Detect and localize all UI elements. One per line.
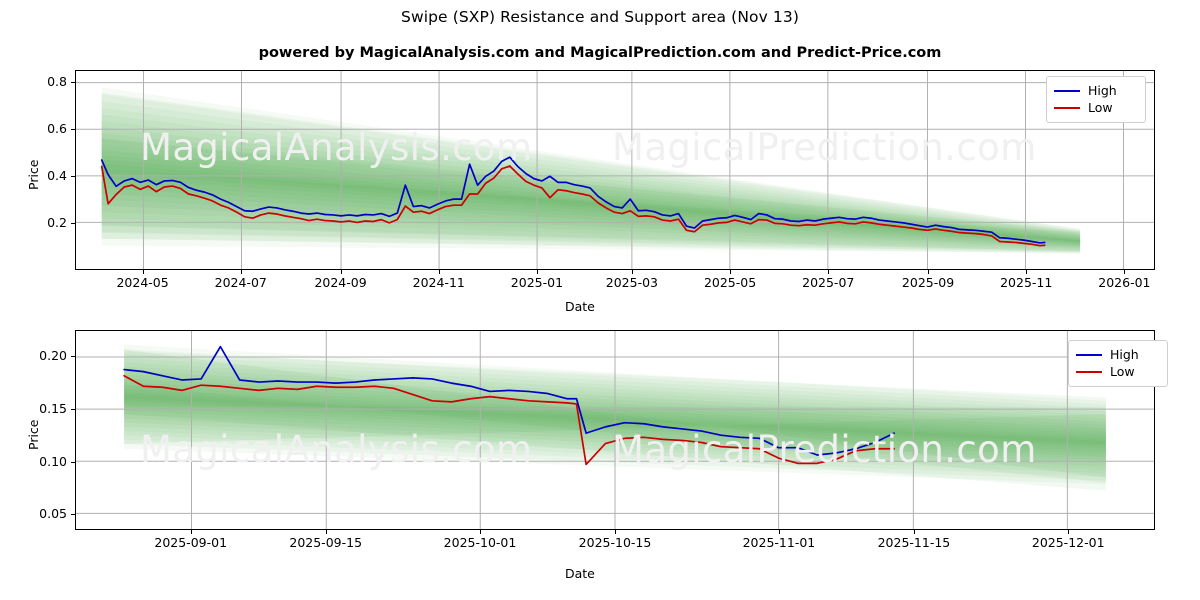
bottom-y-axis-label: Price xyxy=(26,419,41,451)
legend-row-high: High xyxy=(1054,82,1136,99)
y-tick-mark xyxy=(71,175,75,177)
x-tick-mark xyxy=(631,270,633,274)
x-tick-label: 2024-05 xyxy=(116,275,169,290)
series-line-low xyxy=(102,166,1045,246)
x-tick-mark xyxy=(730,270,732,274)
legend-row-high: High xyxy=(1076,346,1158,363)
top-chart-panel xyxy=(75,70,1155,270)
legend-label-high: High xyxy=(1110,347,1139,362)
y-tick-mark xyxy=(71,356,75,358)
x-tick-label: 2025-01 xyxy=(510,275,564,290)
x-tick-label: 2026-01 xyxy=(1098,275,1151,290)
x-tick-label: 2025-09 xyxy=(901,275,955,290)
bottom-x-axis-label: Date xyxy=(565,566,595,581)
page-title: Swipe (SXP) Resistance and Support area … xyxy=(401,8,799,26)
y-tick-mark xyxy=(71,81,75,83)
support-resistance-bands xyxy=(101,87,1081,254)
y-tick-label: 0.6 xyxy=(47,120,67,136)
x-tick-mark xyxy=(1026,270,1028,274)
y-tick-mark xyxy=(71,128,75,130)
x-tick-label: 2025-09-15 xyxy=(289,535,363,550)
x-tick-mark xyxy=(913,530,915,534)
x-tick-mark xyxy=(778,530,780,534)
legend-label-low: Low xyxy=(1088,100,1113,115)
x-tick-label: 2025-07 xyxy=(802,275,855,290)
x-tick-label: 2025-11-01 xyxy=(742,535,816,550)
x-tick-label: 2025-11-15 xyxy=(877,535,951,550)
x-tick-label: 2025-03 xyxy=(605,275,658,290)
page-subtitle: powered by MagicalAnalysis.com and Magic… xyxy=(258,45,942,61)
y-tick-label: 0.4 xyxy=(47,167,67,183)
series-line-high xyxy=(102,157,1045,243)
x-tick-label: 2025-10-01 xyxy=(443,535,517,550)
y-tick-label: 0.10 xyxy=(39,453,67,469)
legend-row-low: Low xyxy=(1076,363,1158,380)
top-x-axis-label: Date xyxy=(565,299,595,314)
x-tick-mark xyxy=(1068,530,1070,534)
series-line-high xyxy=(124,347,894,455)
x-tick-mark xyxy=(142,270,144,274)
grid-lines xyxy=(76,71,1154,269)
y-tick-label: 0.15 xyxy=(39,400,67,416)
legend-row-low: Low xyxy=(1054,99,1136,116)
x-tick-mark xyxy=(240,270,242,274)
y-tick-label: 0.20 xyxy=(39,348,67,364)
bottom-chart-legend: High Low xyxy=(1068,340,1168,387)
x-tick-label: 2024-07 xyxy=(214,275,267,290)
bottom-chart-plot xyxy=(76,331,1154,529)
top-chart-legend: High Low xyxy=(1046,76,1146,123)
x-tick-mark xyxy=(480,530,481,534)
x-tick-mark xyxy=(190,530,192,534)
x-tick-label: 2025-09-01 xyxy=(154,535,228,550)
x-tick-mark xyxy=(536,270,538,274)
x-tick-label: 2024-09 xyxy=(314,275,367,290)
x-tick-mark xyxy=(340,270,342,274)
legend-swatch-low xyxy=(1054,106,1080,109)
x-tick-mark xyxy=(438,270,440,274)
x-tick-mark xyxy=(1124,270,1126,274)
x-tick-label: 2025-11 xyxy=(1000,275,1053,290)
x-tick-mark xyxy=(828,270,830,274)
legend-swatch-high xyxy=(1076,353,1102,356)
x-tick-mark xyxy=(615,530,616,534)
x-tick-mark xyxy=(928,270,930,274)
legend-swatch-low xyxy=(1076,370,1102,373)
x-tick-label: 2025-12-01 xyxy=(1031,535,1105,550)
legend-swatch-high xyxy=(1054,89,1080,92)
legend-label-low: Low xyxy=(1110,364,1135,379)
bottom-chart-panel xyxy=(75,330,1155,530)
y-tick-mark xyxy=(71,514,75,516)
x-tick-mark xyxy=(325,530,327,534)
x-tick-label: 2025-10-15 xyxy=(578,535,652,550)
x-tick-label: 2025-05 xyxy=(703,275,757,290)
top-chart-plot xyxy=(76,71,1154,269)
grid-lines xyxy=(76,331,1154,529)
y-tick-mark xyxy=(71,222,75,224)
series-line-low xyxy=(124,376,894,465)
y-tick-label: 0.8 xyxy=(47,73,67,89)
y-tick-mark xyxy=(71,408,75,410)
y-tick-mark xyxy=(71,461,75,463)
y-tick-label: 0.2 xyxy=(47,214,67,230)
x-tick-label: 2024-11 xyxy=(412,275,465,290)
legend-label-high: High xyxy=(1088,83,1117,98)
y-tick-label: 0.05 xyxy=(39,506,67,522)
